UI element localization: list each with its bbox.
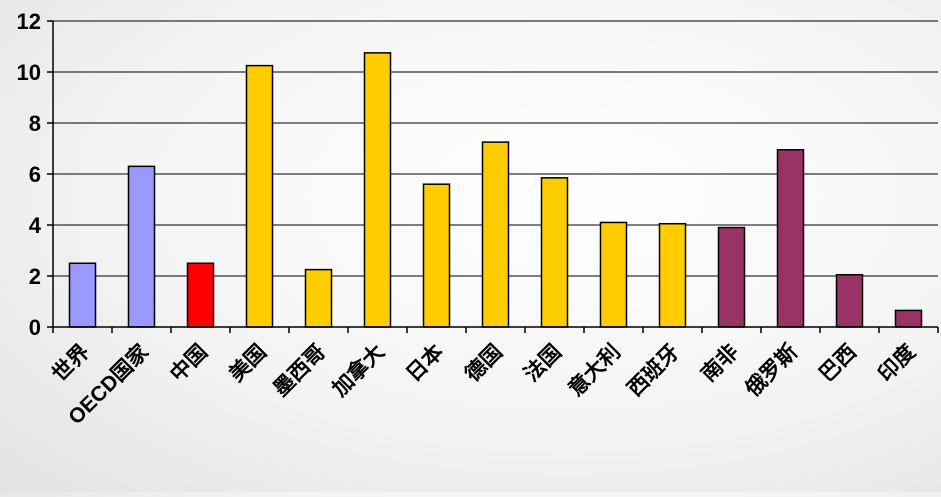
y-tick-label: 8 [29,111,41,136]
x-tick-label: 西班牙 [623,340,684,401]
bar [776,149,805,328]
x-tick-label: 俄罗斯 [740,340,802,402]
x-tick-label: 美国 [224,340,271,387]
y-tick-label: 0 [29,315,41,340]
x-tick-label: 墨西哥 [269,340,330,401]
bar [245,64,274,328]
bar [717,226,746,328]
bar [599,221,628,328]
x-tick-label: 巴西 [815,340,861,386]
bar [658,222,687,328]
bar [422,183,451,328]
x-tick-label: 中国 [166,340,212,386]
y-tick-label: 2 [29,264,41,289]
x-tick-label: 印度 [873,340,920,387]
x-tick-label: 南非 [696,340,743,387]
y-tick-label: 12 [17,9,41,34]
bar [540,177,569,328]
bar [835,273,864,328]
x-tick-label: 世界 [48,340,94,386]
bar [481,141,510,328]
bars [68,52,923,328]
axes [47,20,939,333]
x-tick-label: 德国 [460,340,507,387]
x-tick-label: 加拿大 [327,340,389,402]
y-tick-labels: 0 2 4 6 8 10 12 [17,9,42,340]
y-tick-label: 6 [29,162,41,187]
bar [363,52,392,328]
bar [127,165,156,328]
bar [68,262,97,328]
bar [304,268,333,328]
x-tick-label: 法国 [519,340,566,387]
bar [894,309,923,328]
bar [186,262,215,328]
x-tick-label: 意大利 [564,340,626,402]
x-tick-label: 日本 [402,340,448,386]
y-tick-label: 4 [29,213,42,238]
y-tick-label: 10 [17,60,41,85]
